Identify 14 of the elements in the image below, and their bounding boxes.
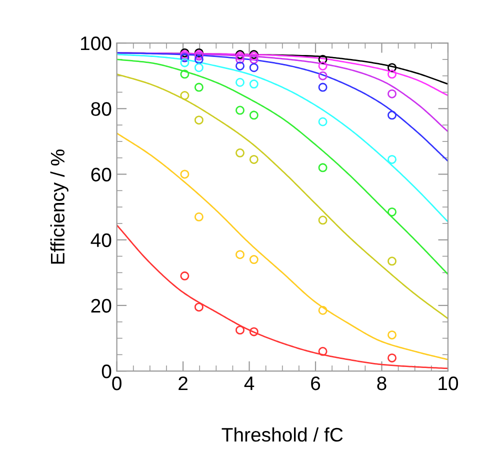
y-tick-label: 0 (102, 364, 112, 378)
y-tick-label: 80 (91, 102, 112, 116)
x-tick-label: 4 (244, 376, 254, 390)
x-tick-label: 6 (311, 376, 320, 390)
x-tick-label: 2 (178, 376, 188, 390)
y-tick-label: 40 (90, 233, 112, 248)
x-tick-label: 8 (377, 376, 386, 390)
x-axis-title: Threshold / fC (222, 427, 343, 442)
x-tick-label: 0 (112, 376, 122, 390)
y-tick-label: 100 (81, 36, 112, 50)
y-tick-label: 60 (91, 168, 112, 182)
y-tick-label: 20 (91, 298, 112, 313)
y-axis-title: Efficiency / % (50, 150, 68, 264)
x-tick-label: 10 (438, 376, 458, 390)
